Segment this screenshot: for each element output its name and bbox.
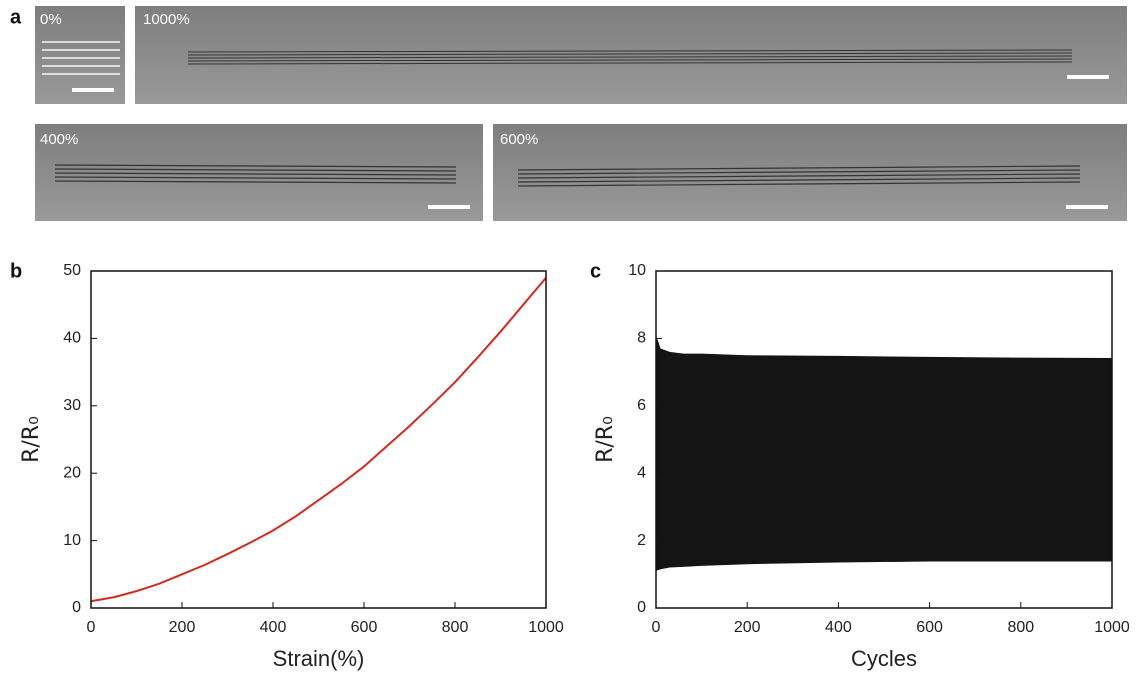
y-tick-label: 10 (63, 532, 81, 549)
plot-frame (90, 270, 547, 609)
x-tick-label: 600 (351, 619, 378, 636)
x-tick-label: 0 (652, 619, 661, 636)
x-tick-label: 1000 (528, 619, 564, 636)
y-tick-label: 2 (637, 532, 646, 549)
y-tick-label: 0 (637, 599, 646, 616)
x-tick-label: 0 (87, 619, 96, 636)
x-tick-label: 600 (916, 619, 943, 636)
y-axis-label: R/R₀ (593, 416, 618, 463)
panel-label: c (590, 260, 601, 282)
y-tick-label: 0 (72, 599, 81, 616)
y-tick-label: 50 (63, 262, 81, 279)
x-tick-label: 800 (1007, 619, 1034, 636)
photo: 1000% (135, 6, 1127, 104)
photo-label: 1000% (143, 11, 190, 28)
photo-label: 600% (500, 131, 538, 148)
y-tick-label: 40 (63, 330, 81, 347)
x-tick-label: 400 (260, 619, 287, 636)
x-tick-label: 200 (169, 619, 196, 636)
x-tick-label: 400 (825, 619, 852, 636)
y-tick-label: 6 (637, 397, 646, 414)
x-axis-label: Cycles (851, 646, 917, 671)
y-tick-label: 10 (628, 262, 646, 279)
data-area (656, 335, 1112, 571)
panel-label: a (10, 6, 22, 28)
photo-label: 400% (40, 131, 78, 148)
photo-label: 0% (40, 11, 62, 28)
x-tick-label: 800 (442, 619, 469, 636)
plot-frame (655, 270, 1113, 609)
photo: 0% (35, 6, 125, 104)
x-tick-label: 1000 (1094, 619, 1130, 636)
x-axis-label: Strain(%) (273, 646, 365, 671)
y-tick-label: 8 (637, 330, 646, 347)
photo: 600% (493, 124, 1127, 221)
y-tick-label: 20 (63, 464, 81, 481)
photo: 400% (35, 124, 483, 221)
panel-label: b (10, 260, 22, 282)
y-axis-label: R/R₀ (19, 416, 44, 463)
data-line (90, 277, 547, 603)
y-tick-label: 30 (63, 397, 81, 414)
x-tick-label: 200 (734, 619, 761, 636)
y-tick-label: 4 (637, 464, 646, 481)
